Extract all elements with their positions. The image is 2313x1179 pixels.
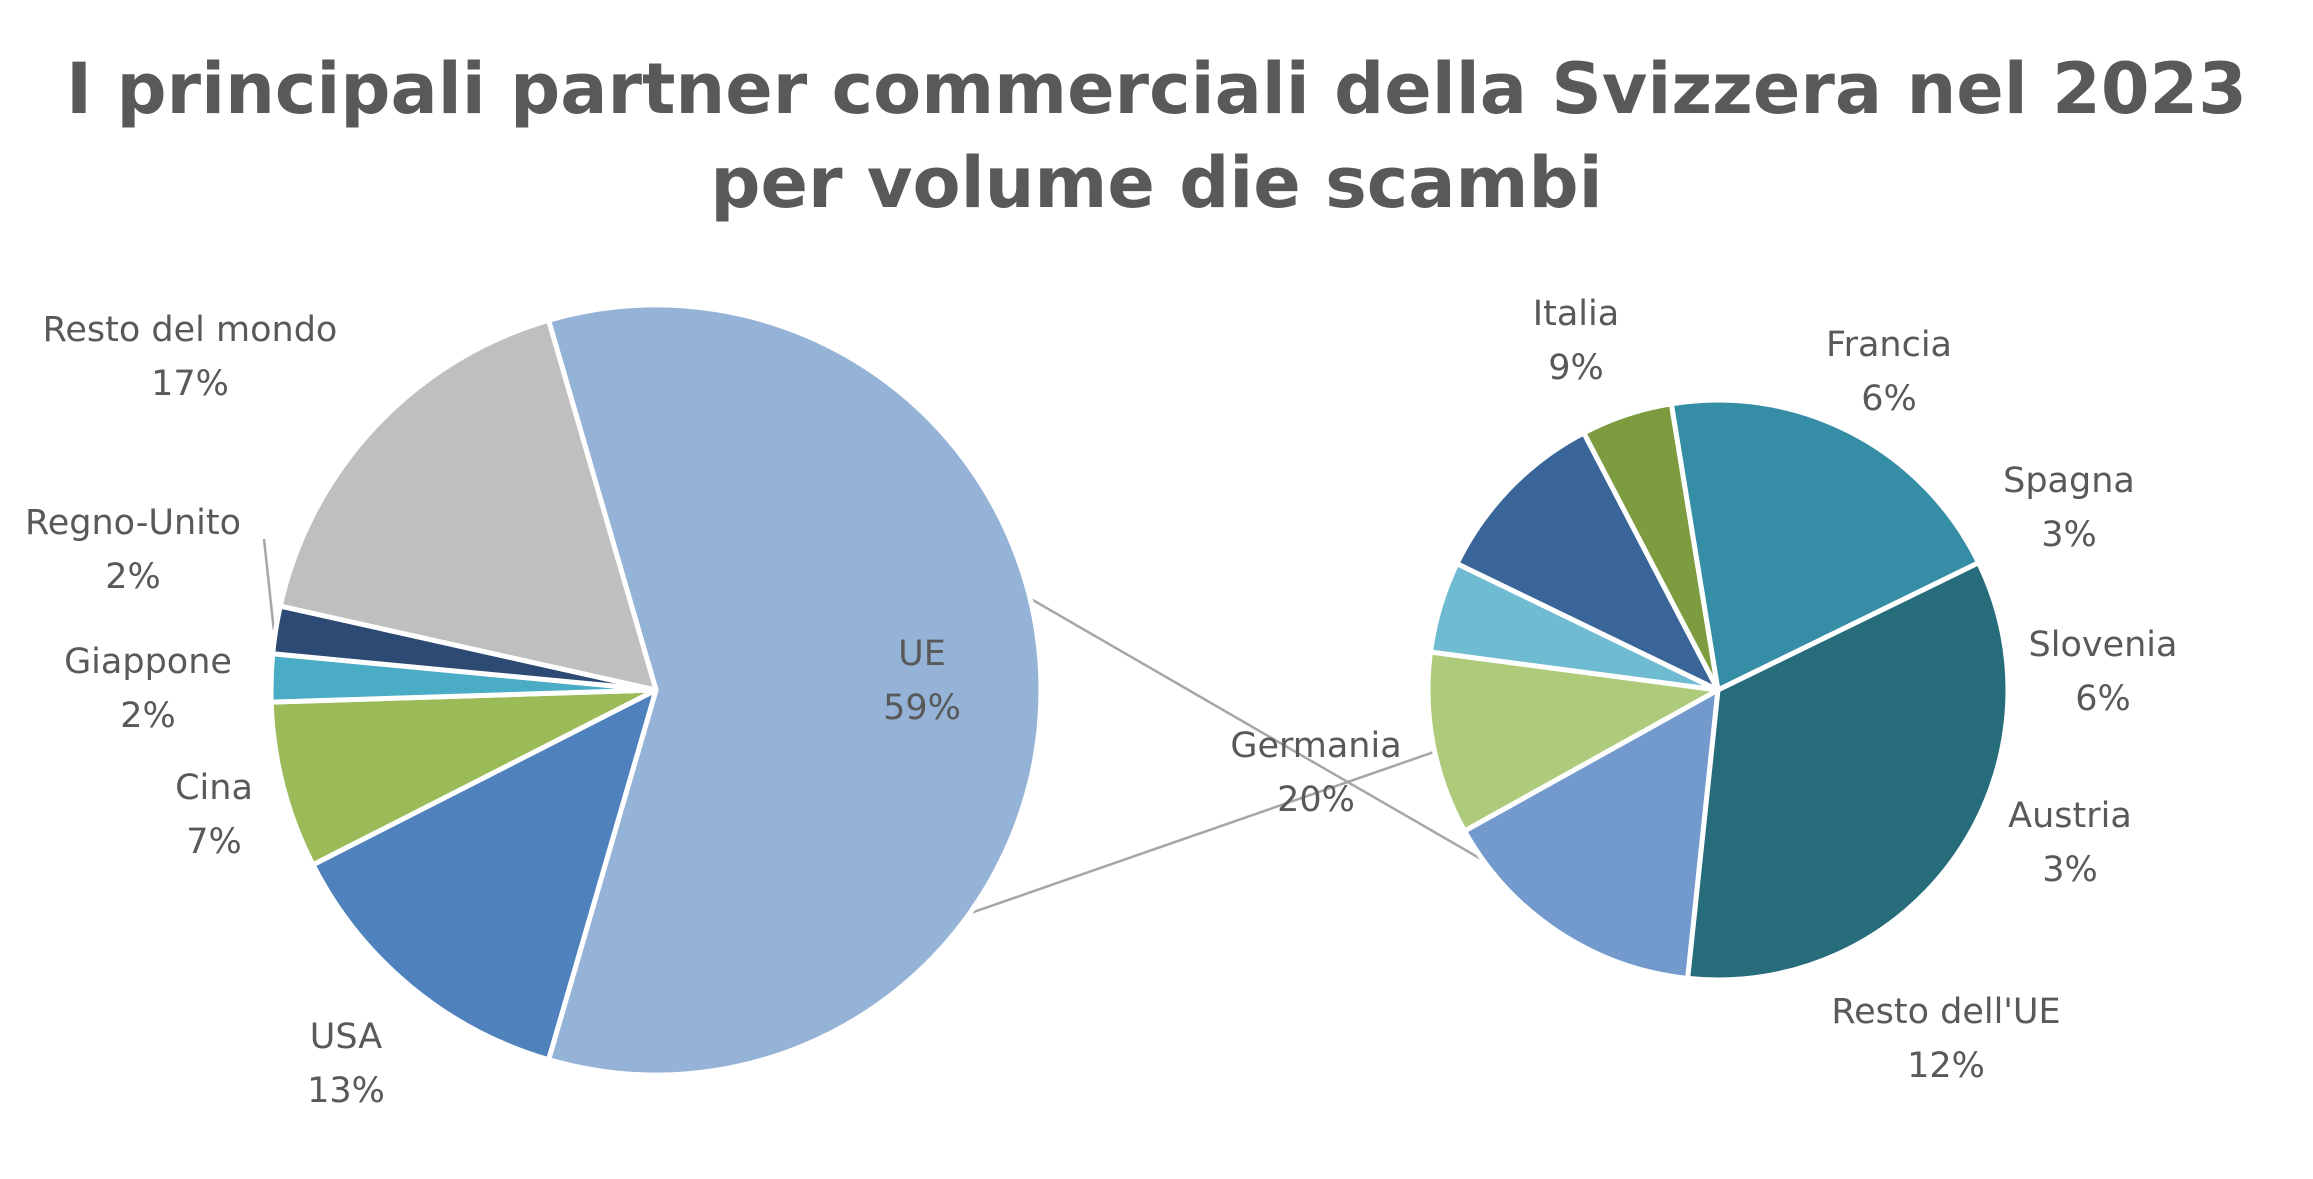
data-label-sec-spagna: Spagna 3% [2003,461,2135,555]
data-label-value-sec-italia: 9% [1548,348,1604,388]
sec-slice-francia [1425,649,1721,834]
data-label-main-regno-unito: Regno-Unito 2% [25,503,241,597]
data-label-name-sec-resto-dell-ue: Resto dell'UE [1831,992,2060,1032]
sec-slice-italia [1462,687,1721,981]
pie-slice-usa [310,687,659,1063]
data-label-value-main-resto-del-mondo: 17% [151,364,229,404]
data-label-value-sec-slovenia: 6% [2075,679,2131,719]
data-label-value-sec-spagna: 3% [2041,515,2097,555]
data-label-name-main-resto-del-mondo: Resto del mondo [43,310,338,350]
data-label-name-sec-italia: Italia [1533,294,1619,334]
data-label-value-main-ue: 59% [883,688,961,728]
data-label-name-sec-francia: Francia [1826,325,1952,365]
data-label-name-sec-germania: Germania [1230,726,1401,766]
chart-title: I principali partner commerciali della S… [66,48,2247,224]
data-label-name-main-giappone: Giappone [64,642,232,682]
main-pie [268,302,1044,1078]
data-label-name-main-ue: UE [898,634,946,674]
data-label-sec-austria: Austria 3% [2008,796,2132,890]
data-label-value-main-regno-unito: 2% [105,557,161,597]
data-label-sec-slovenia: Slovenia 6% [2029,625,2178,719]
data-label-main-giappone: Giappone 2% [64,642,232,736]
sec-slice-resto-dell-ue [1668,397,1982,693]
data-label-name-sec-spagna: Spagna [2003,461,2135,501]
data-labels: UE 59% USA 13% Cina 7% Giappone 2% Regno-Unito 2%… [25,294,2178,1111]
data-label-name-sec-slovenia: Slovenia [2029,625,2178,665]
data-label-sec-germania: Germania 20% [1230,726,1401,820]
data-label-value-main-usa: 13% [307,1071,385,1111]
data-label-main-ue: UE 59% [883,634,961,728]
data-label-main-resto-del-mondo: Resto del mondo 17% [43,310,338,404]
data-label-name-sec-austria: Austria [2008,796,2132,836]
leader-line-regno-unito [262,538,276,630]
data-label-value-main-cina: 7% [186,822,242,862]
data-label-name-main-cina: Cina [175,768,253,808]
data-label-value-sec-germania: 20% [1277,780,1355,820]
pie-slice-ue [546,302,1044,1078]
pie-slice-cina [268,687,659,868]
sec-slice-slovenia [1454,430,1721,693]
data-label-value-sec-francia: 6% [1861,379,1917,419]
data-label-value-sec-austria: 3% [2042,850,2098,890]
secondary-pie [1425,397,2011,983]
pie-slice-resto-del-mondo [277,317,659,693]
data-label-value-main-giappone: 2% [120,696,176,736]
data-label-sec-francia: Francia 6% [1826,325,1952,419]
data-label-name-main-regno-unito: Regno-Unito [25,503,241,543]
data-label-sec-italia: Italia 9% [1533,294,1619,388]
data-label-main-usa: USA 13% [307,1017,385,1111]
data-label-sec-resto-dell-ue: Resto dell'UE 12% [1831,992,2060,1086]
data-label-main-cina: Cina 7% [175,768,253,862]
data-label-value-sec-resto-dell-ue: 12% [1907,1046,1985,1086]
data-label-name-main-usa: USA [310,1017,382,1057]
sec-slice-germania [1685,560,2011,983]
